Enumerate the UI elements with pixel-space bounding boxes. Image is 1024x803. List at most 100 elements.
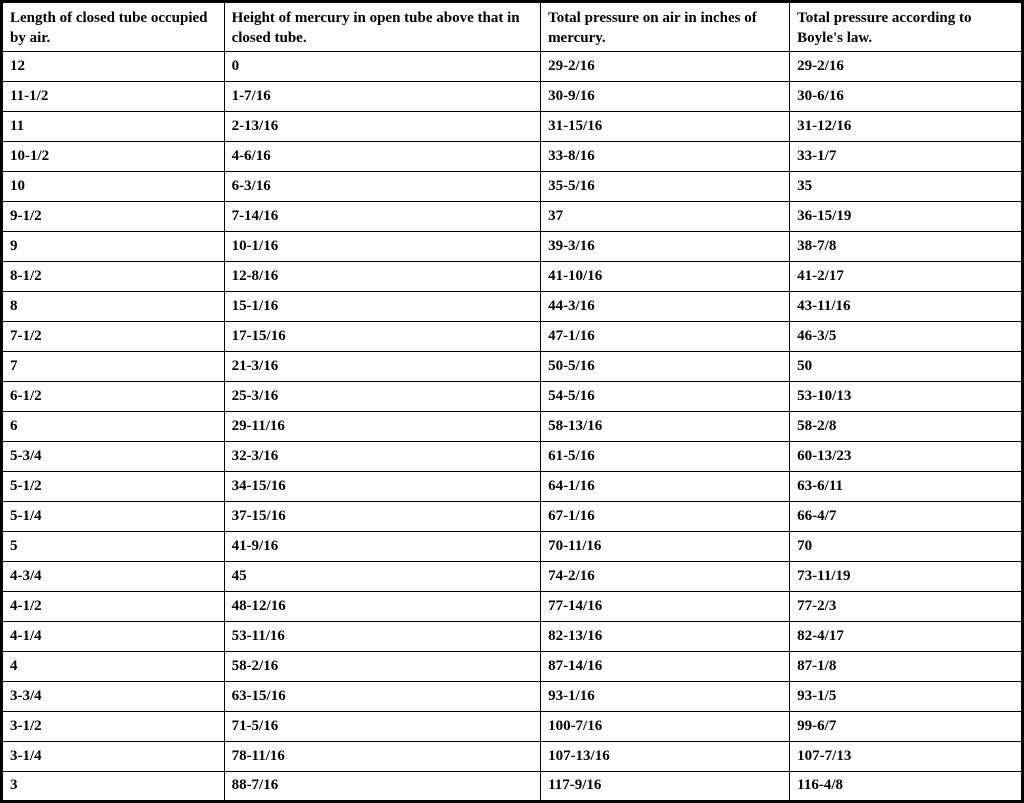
table-cell: 71-5/16 [223,710,542,742]
table-cell: 60-13/23 [789,440,1023,472]
table-cell: 34-15/16 [223,470,542,502]
table-cell: 64-1/16 [540,470,791,502]
table-cell: 70-11/16 [540,530,791,562]
table-cell: 30-6/16 [789,80,1023,112]
table-cell: 3-1/4 [1,740,225,772]
table-cell: 7-14/16 [223,200,542,232]
table-cell: 10 [1,170,225,202]
table-cell: 15-1/16 [223,290,542,322]
table-cell: 50 [789,350,1023,382]
table-row: 6 29-11/16 58-13/16 58-2/8 [1,410,1023,442]
table-cell: 8 [1,290,225,322]
table-row: 12 0 29-2/16 29-2/16 [1,50,1023,82]
table-cell: 5-1/2 [1,470,225,502]
table-row: 8 15-1/16 44-3/16 43-11/16 [1,290,1023,322]
table-cell: 10-1/2 [1,140,225,172]
table-cell: 3 [1,770,225,802]
table-cell: 48-12/16 [223,590,542,622]
table-cell: 78-11/16 [223,740,542,772]
table-cell: 33-8/16 [540,140,791,172]
table-cell: 38-7/8 [789,230,1023,262]
table-cell: 4 [1,650,225,682]
table-cell: 88-7/16 [223,770,542,802]
table-cell: 5-1/4 [1,500,225,532]
table-row: 5-1/4 37-15/16 67-1/16 66-4/7 [1,500,1023,532]
table-row: 8-1/2 12-8/16 41-10/16 41-2/17 [1,260,1023,292]
table-cell: 35 [789,170,1023,202]
table-cell: 44-3/16 [540,290,791,322]
table-cell: 66-4/7 [789,500,1023,532]
table-row: 5-3/4 32-3/16 61-5/16 60-13/23 [1,440,1023,472]
table-cell: 7-1/2 [1,320,225,352]
table-cell: 58-2/8 [789,410,1023,442]
table-cell: 29-11/16 [223,410,542,442]
table-cell: 116-4/8 [789,770,1023,802]
table-cell: 77-2/3 [789,590,1023,622]
table-cell: 6-1/2 [1,380,225,412]
table-cell: 5 [1,530,225,562]
table-cell: 70 [789,530,1023,562]
table-cell: 3-1/2 [1,710,225,742]
column-header-tube-length: Length of closed tube occupied by air. [1,1,225,52]
table-cell: 100-7/16 [540,710,791,742]
table-cell: 31-12/16 [789,110,1023,142]
table-cell: 107-13/16 [540,740,791,772]
table-cell: 12 [1,50,225,82]
table-row: 6-1/2 25-3/16 54-5/16 53-10/13 [1,380,1023,412]
table-cell: 4-3/4 [1,560,225,592]
table-row: 11 2-13/16 31-15/16 31-12/16 [1,110,1023,142]
table-cell: 107-7/13 [789,740,1023,772]
table-cell: 33-1/7 [789,140,1023,172]
table-row: 3-3/4 63-15/16 93-1/16 93-1/5 [1,680,1023,712]
table-cell: 30-9/16 [540,80,791,112]
table-cell: 117-9/16 [540,770,791,802]
table-cell: 67-1/16 [540,500,791,532]
table-cell: 9-1/2 [1,200,225,232]
table-cell: 82-13/16 [540,620,791,652]
table-cell: 93-1/5 [789,680,1023,712]
table-row: 4 58-2/16 87-14/16 87-1/8 [1,650,1023,682]
table-cell: 6-3/16 [223,170,542,202]
table-cell: 63-15/16 [223,680,542,712]
table-row: 9 10-1/16 39-3/16 38-7/8 [1,230,1023,262]
column-header-boyles-law-pressure: Total pressure according to Boyle's law. [789,1,1023,52]
table-cell: 5-3/4 [1,440,225,472]
table-body: 12 0 29-2/16 29-2/16 11-1/2 1-7/16 30-9/16 30-6… [1,50,1023,802]
table-cell: 46-3/5 [789,320,1023,352]
table-cell: 1-7/16 [223,80,542,112]
table-cell: 11-1/2 [1,80,225,112]
table-cell: 36-15/19 [789,200,1023,232]
table-row: 9-1/2 7-14/16 37 36-15/19 [1,200,1023,232]
table-cell: 41-9/16 [223,530,542,562]
table-cell: 4-1/4 [1,620,225,652]
table-row: 5-1/2 34-15/16 64-1/16 63-6/11 [1,470,1023,502]
table-cell: 41-10/16 [540,260,791,292]
table-cell: 7 [1,350,225,382]
table-row: 3 88-7/16 117-9/16 116-4/8 [1,770,1023,802]
table-cell: 3-3/4 [1,680,225,712]
table-cell: 63-6/11 [789,470,1023,502]
table-cell: 53-10/13 [789,380,1023,412]
table-cell: 58-2/16 [223,650,542,682]
table-cell: 35-5/16 [540,170,791,202]
table-cell: 99-6/7 [789,710,1023,742]
table-cell: 29-2/16 [789,50,1023,82]
table-cell: 4-1/2 [1,590,225,622]
table-row: 4-1/4 53-11/16 82-13/16 82-4/17 [1,620,1023,652]
table-cell: 2-13/16 [223,110,542,142]
table-row: 3-1/2 71-5/16 100-7/16 99-6/7 [1,710,1023,742]
table-row: 5 41-9/16 70-11/16 70 [1,530,1023,562]
table-row: 4-3/4 45 74-2/16 73-11/19 [1,560,1023,592]
table-cell: 12-8/16 [223,260,542,292]
table-cell: 4-6/16 [223,140,542,172]
table-cell: 17-15/16 [223,320,542,352]
table-row: 7 21-3/16 50-5/16 50 [1,350,1023,382]
table-row: 10 6-3/16 35-5/16 35 [1,170,1023,202]
table-cell: 39-3/16 [540,230,791,262]
table-cell: 11 [1,110,225,142]
table-cell: 45 [223,560,542,592]
table-cell: 29-2/16 [540,50,791,82]
table-cell: 77-14/16 [540,590,791,622]
table-row: 3-1/4 78-11/16 107-13/16 107-7/13 [1,740,1023,772]
